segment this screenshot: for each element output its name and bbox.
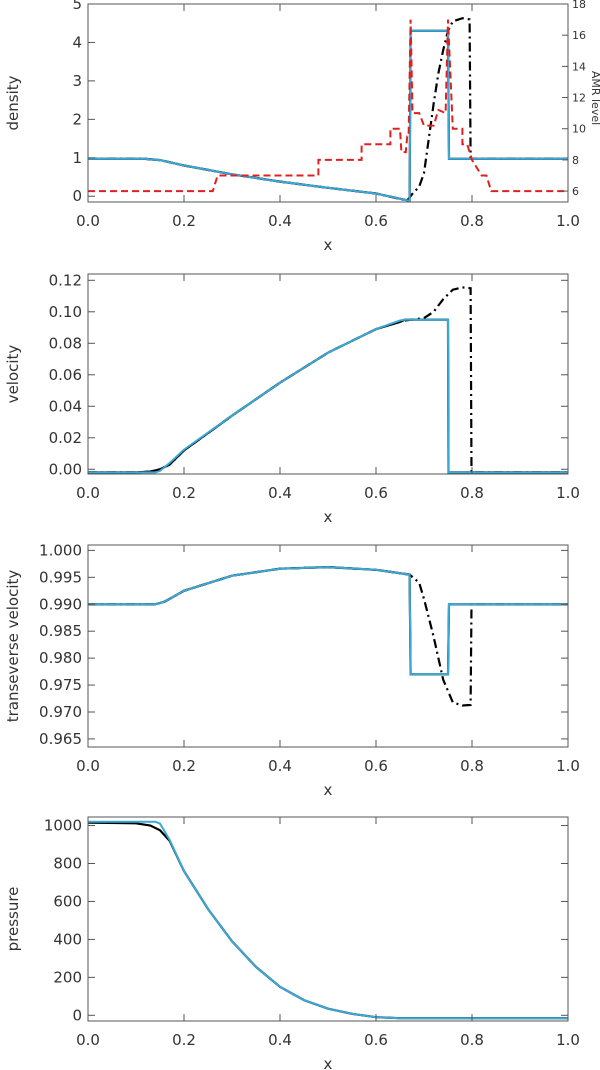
y-tick-label: 1000	[44, 817, 82, 835]
chart-panel-2: 0.0 0.2 0.4 0.6 0.8 1.0 0.00 0.02 0.04 0.06 0.08 0.…	[4, 271, 580, 526]
y-tick-label: 1.000	[39, 541, 82, 559]
y-tick-label: 0.10	[49, 303, 82, 321]
series-line-solid	[88, 29, 568, 203]
chart-panel-1: 0.0 0.2 0.4 0.6 0.8 1.0012345681012141618AMR …	[4, 0, 600, 254]
y-tick-label: 200	[53, 968, 82, 986]
series-line-solid	[88, 29, 568, 203]
x-tick-label: 0.4	[268, 484, 292, 502]
x-tick-label: 0.2	[172, 1031, 196, 1049]
y-tick-label: 600	[53, 892, 82, 910]
series-group	[88, 286, 568, 474]
x-tick-label: 0.0	[76, 1031, 100, 1049]
x-tick-label: 0.2	[172, 484, 196, 502]
y-tick-label: 5	[72, 0, 82, 13]
y-tick-label: 1	[72, 149, 82, 167]
x-axis-label: x	[324, 236, 333, 254]
x-axis-label: x	[324, 781, 333, 799]
x-axis-label: x	[324, 508, 333, 526]
y2-tick-label: 6	[572, 185, 579, 198]
x-tick-label: 0.4	[268, 212, 292, 230]
y2-tick-label: 14	[572, 60, 586, 73]
x-tick-label: 1.0	[556, 212, 580, 230]
series-group	[88, 17, 568, 203]
x-tick-label: 1.0	[556, 484, 580, 502]
y-tick-label: 0.990	[39, 595, 82, 613]
series-line-solid	[88, 565, 568, 676]
series-line-solid	[88, 566, 568, 676]
y-tick-label: 0	[72, 187, 82, 205]
y2-tick-label: 12	[572, 92, 586, 105]
y-tick-label: 0	[72, 1006, 82, 1024]
y-axis-label: transeverse velocity	[4, 570, 22, 723]
x-tick-label: 1.0	[556, 757, 580, 775]
y-tick-label: 0.06	[49, 366, 82, 384]
y-tick-label: 0.00	[49, 460, 82, 478]
y-tick-label: 0.970	[39, 703, 82, 721]
plot-frame	[87, 544, 569, 748]
x-tick-label: 0.8	[460, 1031, 484, 1049]
x-tick-label: 0.8	[460, 212, 484, 230]
series-line-dashdot	[88, 565, 568, 707]
series-group	[88, 820, 568, 1020]
y-axis-label: pressure	[4, 887, 22, 952]
x-tick-label: 0.2	[172, 212, 196, 230]
y-tick-label: 0.975	[39, 676, 82, 694]
y2-tick-label: 8	[572, 154, 579, 167]
y-tick-label: 0.02	[49, 429, 82, 447]
y-tick-label: 0.965	[39, 730, 82, 748]
x-tick-label: 1.0	[556, 1031, 580, 1049]
y-tick-label: 2	[72, 110, 82, 128]
y-tick-label: 400	[53, 930, 82, 948]
x-tick-label: 0.0	[76, 212, 100, 230]
chart-panel-4: 0.0 0.2 0.4 0.6 0.8 1.0 0 200 400 600 800 1000 x pres…	[4, 816, 580, 1070]
x-tick-label: 0.6	[364, 757, 388, 775]
series-line-solid	[88, 318, 568, 474]
y2-tick-label: 10	[572, 123, 586, 136]
x-tick-label: 0.8	[460, 757, 484, 775]
series-line-solid	[88, 821, 568, 1020]
series-line-solid	[88, 820, 568, 1020]
y-axis-label: velocity	[4, 345, 22, 404]
y-tick-label: 0.985	[39, 622, 82, 640]
y-tick-label: 800	[53, 854, 82, 872]
y2-tick-label: 18	[572, 0, 586, 11]
series-line-dashdot	[88, 286, 568, 474]
series-line-solid	[88, 318, 568, 474]
x-tick-label: 0.4	[268, 757, 292, 775]
y-axis-label: density	[4, 75, 22, 130]
y2-axis-label: AMR level	[589, 71, 600, 125]
y-tick-label: 0.04	[49, 397, 82, 415]
y-tick-label: 0.08	[49, 334, 82, 352]
series-line-dashed	[88, 19, 568, 193]
y-tick-label: 0.12	[49, 271, 82, 289]
y-tick-label: 0.980	[39, 649, 82, 667]
y-tick-label: 0.995	[39, 568, 82, 586]
x-tick-label: 0.4	[268, 1031, 292, 1049]
x-tick-label: 0.6	[364, 484, 388, 502]
x-tick-label: 0.6	[364, 1031, 388, 1049]
y-tick-label: 3	[72, 72, 82, 90]
plot-frame	[87, 3, 569, 203]
x-tick-label: 0.8	[460, 484, 484, 502]
x-tick-label: 0.2	[172, 757, 196, 775]
chart-panel-3: 0.0 0.2 0.4 0.6 0.8 1.0 0.965 0.970 0.975 0.980 0.…	[4, 541, 580, 799]
y-tick-label: 4	[72, 33, 82, 51]
series-group	[88, 565, 568, 707]
x-tick-label: 0.0	[76, 757, 100, 775]
plot-frame	[87, 816, 569, 1022]
x-tick-label: 0.6	[364, 212, 388, 230]
series-line-dashdot	[88, 17, 568, 202]
plot-frame	[87, 273, 569, 475]
y2-tick-label: 16	[572, 29, 586, 42]
x-axis-label: x	[324, 1055, 333, 1070]
x-tick-label: 0.0	[76, 484, 100, 502]
